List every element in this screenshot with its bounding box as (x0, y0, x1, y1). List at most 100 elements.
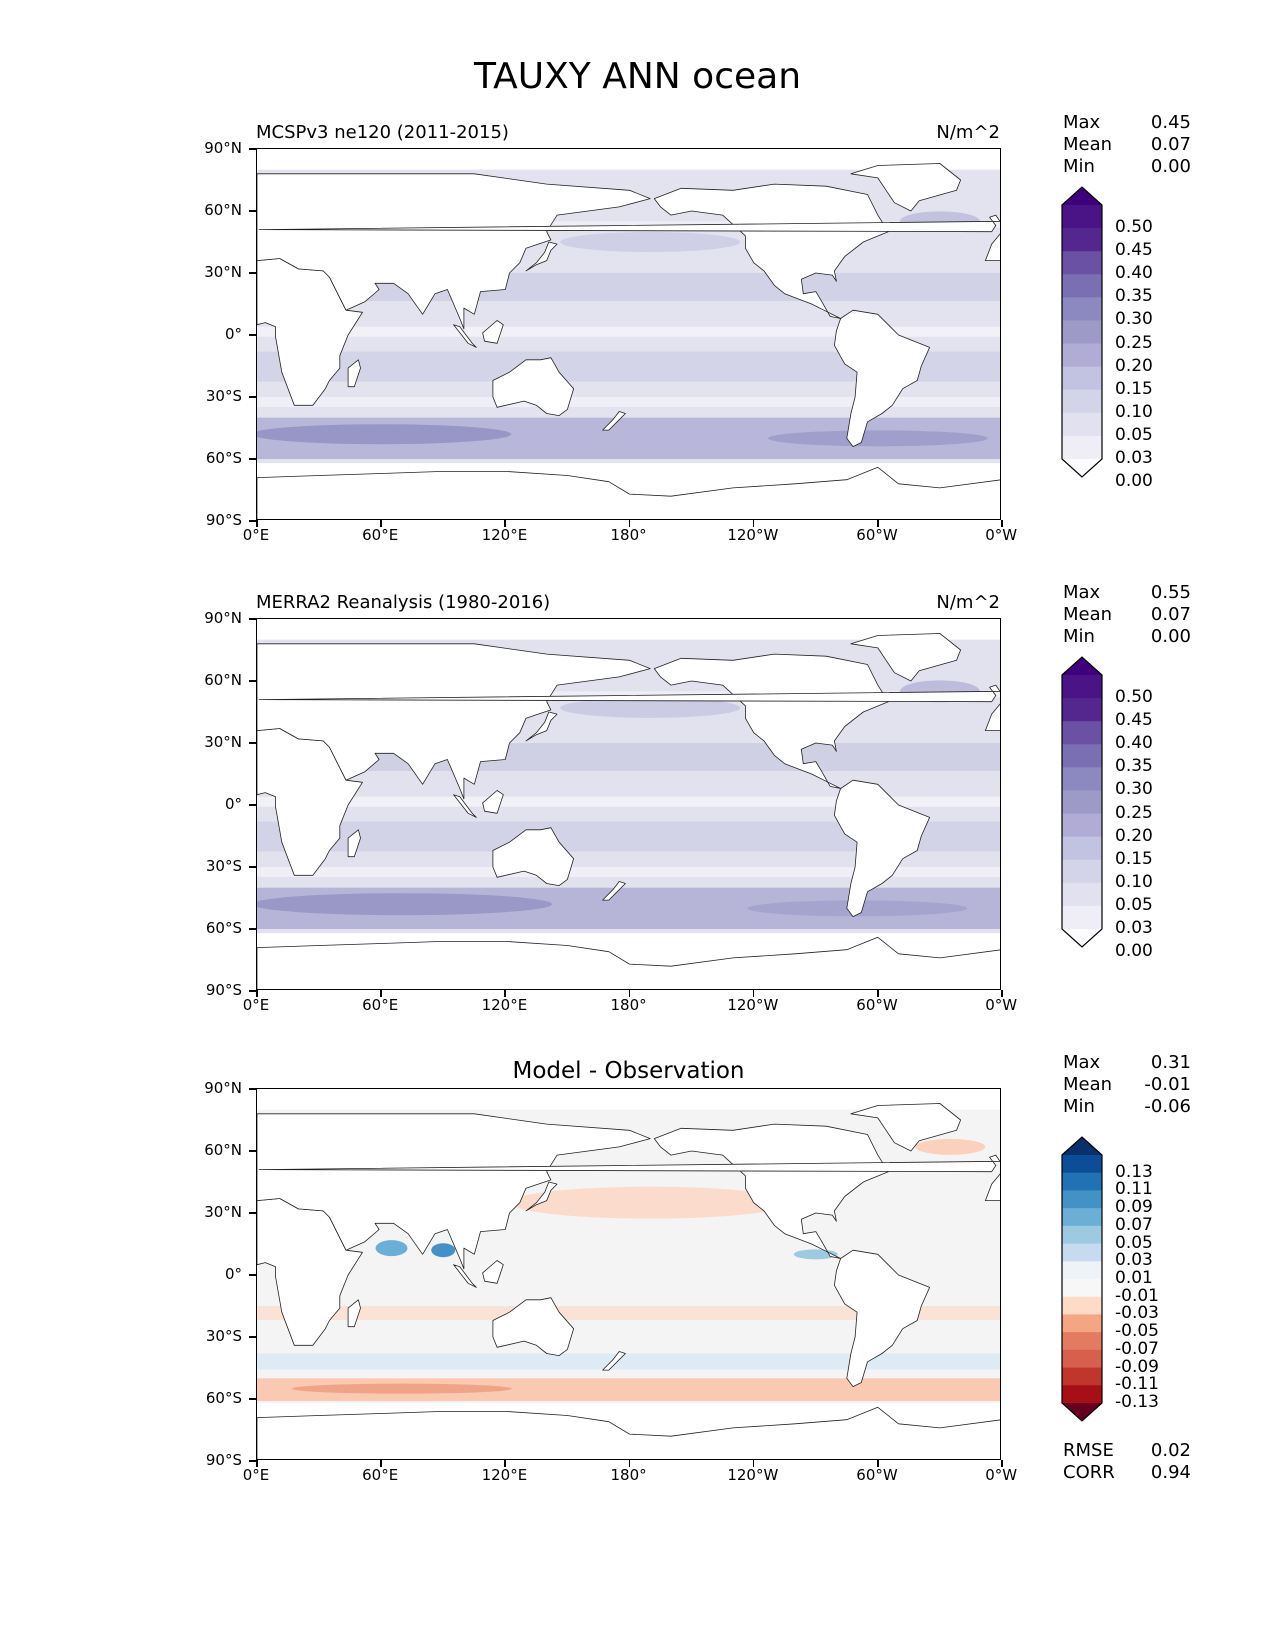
madagascar-land (347, 829, 361, 858)
x-tick-label: 0°W (985, 996, 1018, 1014)
colorbar-label: 0.25 (1115, 332, 1153, 353)
x-tick-label: 0°W (985, 526, 1018, 544)
antarctica-land (257, 466, 1000, 519)
y-tick-mark (249, 618, 256, 620)
colorbar-label: 0.00 (1115, 471, 1153, 492)
y-tick-label: 90°N (204, 139, 242, 157)
y-tick-label: 60°N (204, 201, 242, 219)
y-tick-mark (249, 272, 256, 274)
y-tick-label: 60°S (205, 449, 242, 467)
x-tick-label: 0°E (242, 526, 270, 544)
colorbar-label: -0.01 (1115, 1285, 1159, 1306)
colorbar-label: -0.11 (1115, 1374, 1159, 1395)
stat-label: Mean (1063, 134, 1113, 155)
y-tick-label: 0° (224, 1265, 242, 1283)
y-tick-label: 90°S (205, 511, 242, 529)
y-tick-label: 30°N (204, 1203, 242, 1221)
colorbar-label: 0.05 (1115, 894, 1153, 915)
colorbar-label: 0.50 (1115, 217, 1153, 238)
westerly-core (767, 430, 988, 447)
x-tick-mark (877, 520, 879, 527)
x-tick-mark (752, 1460, 755, 1467)
x-tick-mark (1001, 520, 1003, 527)
colorbar-label: -0.13 (1115, 1392, 1159, 1412)
colorbar-extend-top (1062, 657, 1102, 675)
colorbar-label: 0.07 (1115, 1214, 1153, 1235)
north-america-land (653, 653, 889, 789)
iberia-land (984, 233, 1000, 261)
north-atlantic-positive (915, 1138, 986, 1155)
metric-label: CORR (1063, 1462, 1115, 1483)
y-tick-mark (249, 866, 256, 868)
y-tick-mark (249, 1150, 256, 1152)
colorbar-segment (1062, 744, 1102, 768)
panel-difference: Model - Observation 90°N 60°N 30°N 0° 30°S 60… (0, 1052, 1275, 1502)
x-tick-label: 120°W (727, 996, 779, 1014)
y-tick-mark (249, 1398, 256, 1400)
y-tick-label: 30°S (205, 857, 242, 875)
map-plot (256, 148, 1001, 520)
metrics-box: RMSE 0.02 CORR 0.94 (1063, 1440, 1191, 1484)
y-tick-mark (249, 1274, 256, 1276)
metric-value: 0.94 (1150, 1462, 1191, 1483)
borneo-land (482, 790, 504, 814)
southern-negative-band (257, 1353, 1000, 1370)
sumatra-land (453, 324, 477, 348)
colorbar-label: 0.03 (1115, 448, 1153, 468)
colorbar-label: 0.05 (1115, 1232, 1153, 1253)
colorbar-segment (1062, 412, 1102, 437)
x-tick-mark (877, 990, 879, 997)
x-tick-label: 60°W (856, 1466, 898, 1484)
australia-land (492, 357, 575, 417)
stat-value: 0.07 (1150, 604, 1191, 625)
colorbar-segment (1062, 905, 1102, 930)
stat-value: 0.00 (1150, 626, 1191, 647)
stat-value: -0.01 (1144, 1074, 1191, 1095)
x-tick-label: 0°W (985, 1466, 1018, 1484)
y-tick-label: 60°N (204, 671, 242, 689)
colorbar-segment (1062, 767, 1102, 792)
colorbar-label: 0.05 (1115, 424, 1153, 445)
japan-land (525, 1181, 558, 1212)
colorbar-segment (1062, 1367, 1102, 1386)
stat-label: Max (1063, 582, 1101, 603)
y-tick-label: 90°N (204, 609, 242, 627)
colorbar-segment (1062, 1155, 1102, 1174)
x-tick-label: 60°E (362, 996, 399, 1014)
colorbar-extend-bottom (1062, 459, 1102, 477)
colorbar-label: 0.20 (1115, 825, 1153, 846)
y-tick-mark (249, 742, 256, 744)
stats-box: Max 0.31 Mean -0.01 Min -0.06 (1063, 1052, 1191, 1118)
equatorial-calm (257, 796, 1000, 807)
colorbar-segment (1062, 343, 1102, 368)
colorbar-segment (1062, 1225, 1102, 1245)
colorbar-label: 0.40 (1115, 733, 1153, 754)
north-pacific-core (560, 232, 741, 252)
y-tick-mark (249, 990, 256, 992)
colorbar-label: 0.10 (1115, 871, 1153, 892)
x-tick-label: 120°W (727, 526, 779, 544)
colorbar-segment (1062, 1314, 1102, 1333)
colorbar-scale (1061, 1136, 1103, 1422)
map-plot (256, 618, 1001, 990)
colorbar-segment (1062, 205, 1102, 229)
colorbar-label: -0.05 (1115, 1321, 1159, 1342)
y-tick-label: 0° (224, 325, 242, 343)
tropical-positive (257, 1306, 1000, 1320)
colorbar-segment (1062, 1332, 1102, 1351)
x-tick-mark (1001, 1460, 1003, 1467)
colorbar-extend-bottom (1062, 929, 1102, 947)
stat-label: Min (1063, 1096, 1095, 1117)
y-tick-mark (249, 804, 256, 806)
panel-title: Model - Observation (512, 1058, 745, 1084)
southern-positive-band (257, 1378, 1000, 1402)
colorbar-segment (1062, 882, 1102, 907)
colorbar-segment (1062, 251, 1102, 275)
colorbar-segment (1062, 274, 1102, 298)
x-tick-mark (628, 520, 631, 527)
y-tick-mark (249, 680, 256, 682)
x-tick-label: 120°W (727, 1466, 779, 1484)
x-tick-label: 60°W (856, 526, 898, 544)
iberia-land (984, 703, 1000, 731)
panel-observation: MERRA2 Reanalysis (1980-2016) N/m^2 90°N… (0, 582, 1275, 1032)
